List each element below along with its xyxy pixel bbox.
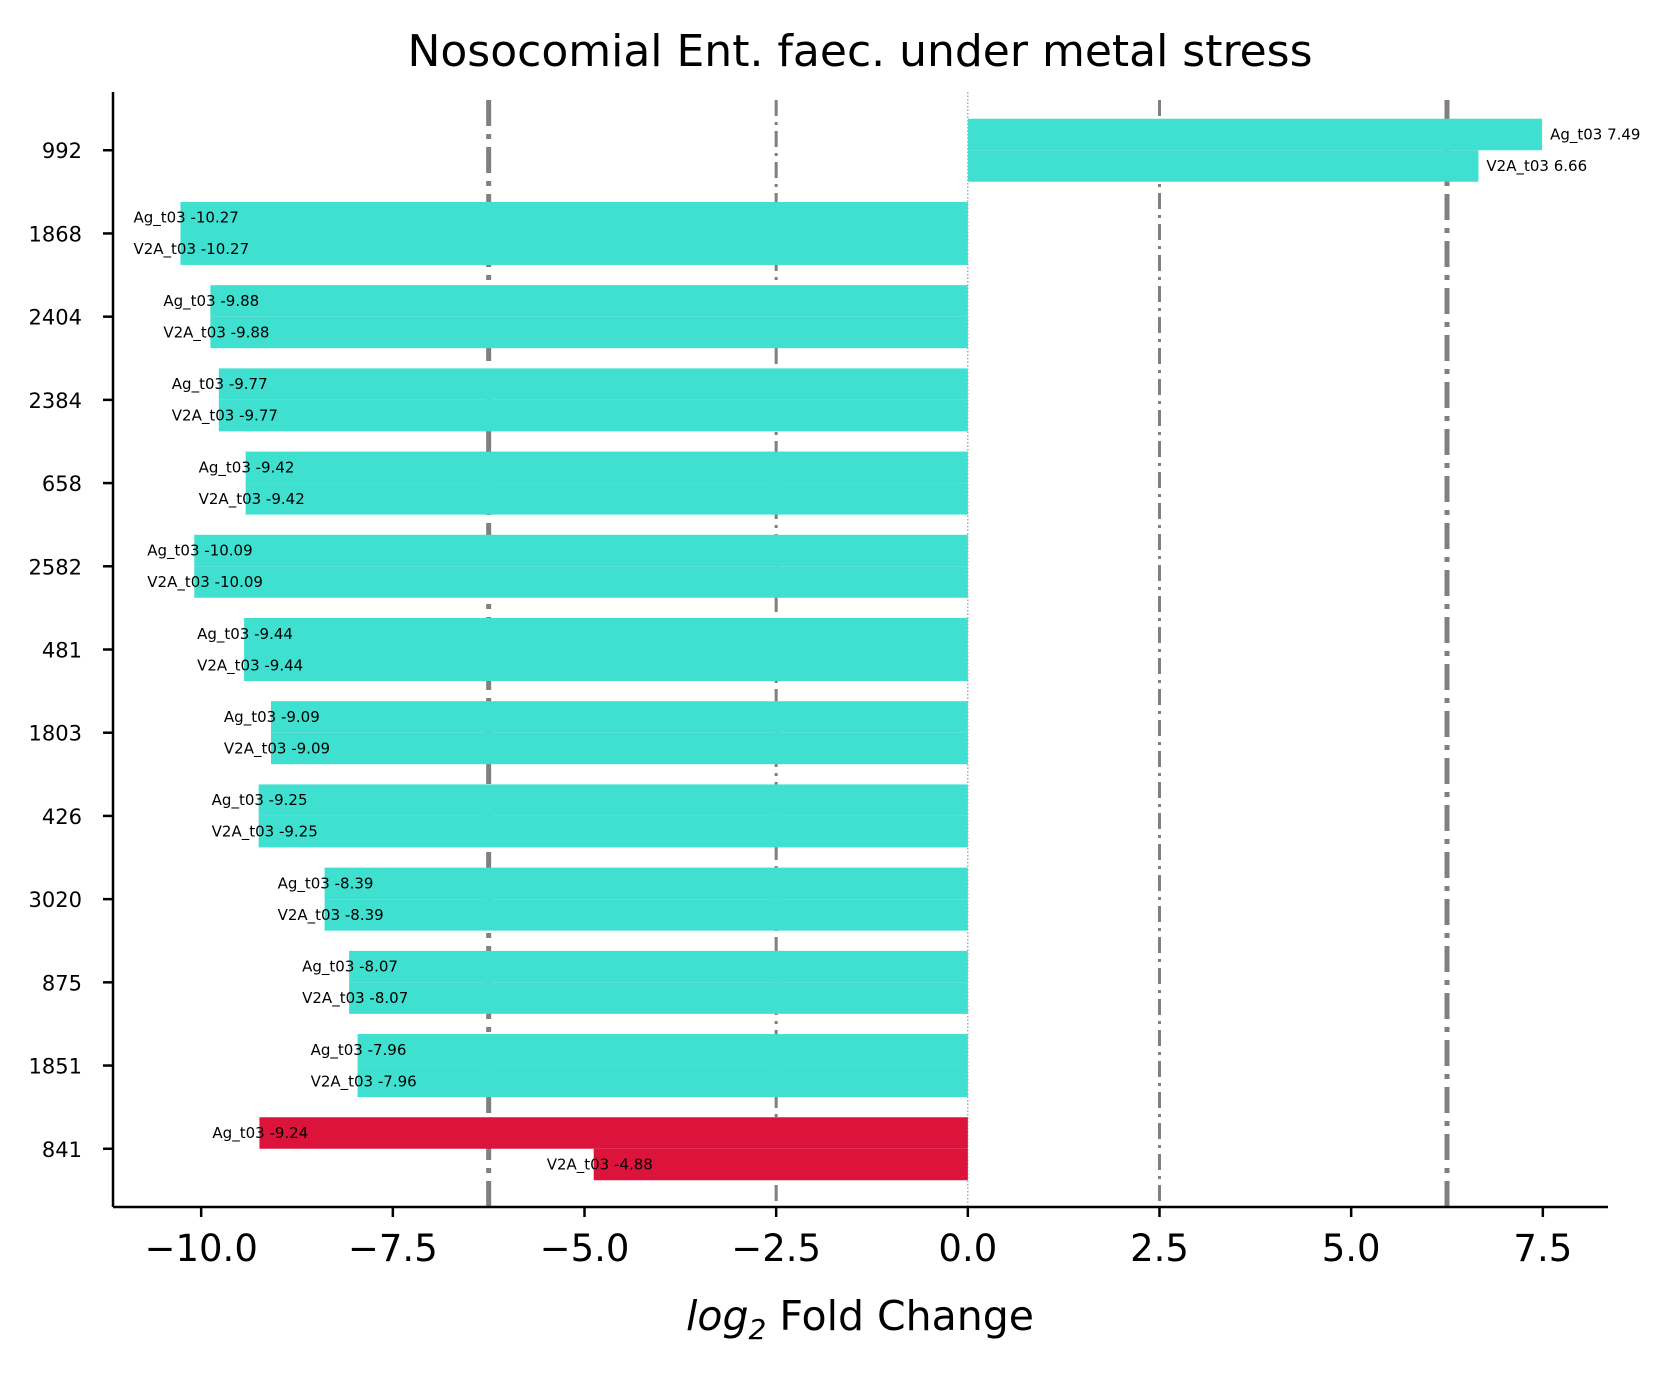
chart-title: Nosocomial Ent. faec. under metal stress [407, 26, 1312, 77]
y-tick-label: 1851 [29, 1055, 82, 1079]
bar-1868-V2A_t03 [180, 233, 968, 265]
bar-3020-Ag_t03 [324, 867, 968, 900]
bar-label-426-Ag_t03: Ag_t03 -9.25 [212, 791, 308, 810]
y-tick-label: 2582 [29, 555, 82, 579]
bar-label-2582-V2A_t03: V2A_t03 -10.09 [147, 573, 263, 592]
x-axis-title: log2 Fold Change [686, 1292, 1034, 1346]
bar-label-1851-Ag_t03: Ag_t03 -7.96 [311, 1041, 407, 1060]
x-tick-label: 7.5 [1513, 1227, 1572, 1270]
bar-658-Ag_t03 [245, 451, 968, 484]
y-tick-label: 841 [42, 1138, 82, 1162]
y-tick-label: 3020 [29, 888, 82, 912]
x-tick-label: 0.0 [938, 1227, 997, 1270]
x-tick-label: −5.0 [540, 1227, 630, 1270]
bar-value-labels: Ag_t03 7.49 V2A_t03 6.66 Ag_t03 -10.27 V2A_… [133, 125, 1640, 1174]
bar-3020-V2A_t03 [324, 899, 968, 931]
bar-label-2384-Ag_t03: Ag_t03 -9.77 [172, 375, 268, 394]
bar-658-V2A_t03 [245, 483, 968, 515]
y-axis-ticks: 992 1868 2404 2384 658 2582 481 1803 426 3020 875 1… [29, 139, 113, 1162]
bar-875-V2A_t03 [349, 982, 968, 1014]
bar-481-Ag_t03 [244, 618, 968, 650]
bar-label-875-Ag_t03: Ag_t03 -8.07 [302, 958, 398, 977]
bar-2384-Ag_t03 [218, 368, 968, 400]
bar-2404-Ag_t03 [210, 285, 968, 317]
bar-label-481-V2A_t03: V2A_t03 -9.44 [197, 656, 303, 675]
x-axis-title-subscript: 2 [749, 1313, 767, 1346]
bar-label-875-V2A_t03: V2A_t03 -8.07 [302, 989, 408, 1008]
bar-1803-V2A_t03 [270, 732, 968, 765]
y-tick-label: 658 [42, 472, 82, 496]
x-tick-label: −7.5 [348, 1227, 438, 1270]
bar-1851-Ag_t03 [357, 1034, 968, 1066]
y-tick-label: 426 [42, 805, 82, 829]
bar-label-426-V2A_t03: V2A_t03 -9.25 [212, 823, 318, 842]
bar-992-Ag_t03 [967, 118, 1543, 151]
bar-875-Ag_t03 [349, 950, 968, 983]
bar-label-841-V2A_t03: V2A_t03 -4.88 [547, 1156, 653, 1175]
bar-label-1868-Ag_t03: Ag_t03 -10.27 [133, 209, 238, 228]
bar-label-1851-V2A_t03: V2A_t03 -7.96 [311, 1072, 417, 1091]
x-axis-ticks: −10.0 −7.5 −5.0 −2.5 0.0 2.5 5.0 7.5 [144, 1207, 1572, 1270]
x-tick-label: 2.5 [1130, 1227, 1189, 1270]
bar-1803-Ag_t03 [270, 701, 968, 733]
bar-label-992-V2A_t03: V2A_t03 6.66 [1486, 157, 1587, 176]
x-tick-label: 5.0 [1322, 1227, 1381, 1270]
bar-label-658-V2A_t03: V2A_t03 -9.42 [199, 490, 305, 509]
x-axis-title-main: log [686, 1292, 749, 1340]
bars [180, 118, 1543, 1181]
bar-label-1803-Ag_t03: Ag_t03 -9.09 [224, 708, 320, 727]
bar-1851-V2A_t03 [357, 1065, 968, 1098]
bar-label-658-Ag_t03: Ag_t03 -9.42 [199, 458, 295, 477]
x-tick-label: −2.5 [731, 1227, 821, 1270]
y-tick-label: 2404 [29, 306, 82, 330]
y-tick-label: 875 [42, 971, 82, 995]
bar-label-2582-Ag_t03: Ag_t03 -10.09 [147, 542, 252, 561]
y-tick-label: 992 [42, 139, 82, 163]
x-tick-label: −10.0 [144, 1227, 257, 1270]
bar-label-992-Ag_t03: Ag_t03 7.49 [1550, 125, 1640, 144]
bar-2404-V2A_t03 [210, 316, 968, 349]
bar-1868-Ag_t03 [180, 201, 968, 234]
bar-label-2384-V2A_t03: V2A_t03 -9.77 [172, 407, 278, 426]
bar-426-Ag_t03 [258, 784, 968, 816]
bar-841-V2A_t03 [593, 1148, 968, 1181]
y-tick-label: 481 [42, 639, 82, 663]
bar-2384-V2A_t03 [218, 399, 968, 432]
bar-label-1868-V2A_t03: V2A_t03 -10.27 [133, 240, 249, 259]
bar-label-3020-V2A_t03: V2A_t03 -8.39 [278, 906, 384, 925]
y-tick-label: 2384 [29, 389, 82, 413]
x-axis-title-rest: Fold Change [766, 1292, 1034, 1340]
bar-841-Ag_t03 [259, 1117, 968, 1149]
bar-label-2404-V2A_t03: V2A_t03 -9.88 [163, 323, 269, 342]
bar-426-V2A_t03 [258, 815, 968, 848]
bar-481-V2A_t03 [244, 649, 968, 681]
y-tick-label: 1868 [29, 222, 82, 246]
bar-label-2404-Ag_t03: Ag_t03 -9.88 [163, 292, 259, 311]
y-tick-label: 1803 [29, 722, 82, 746]
bar-2582-Ag_t03 [194, 534, 968, 567]
bar-label-841-Ag_t03: Ag_t03 -9.24 [212, 1124, 308, 1143]
bar-label-3020-Ag_t03: Ag_t03 -8.39 [278, 874, 374, 893]
bar-992-V2A_t03 [967, 150, 1479, 182]
bar-label-481-Ag_t03: Ag_t03 -9.44 [197, 625, 293, 644]
bar-label-1803-V2A_t03: V2A_t03 -9.09 [224, 739, 330, 758]
bar-2582-V2A_t03 [194, 566, 968, 598]
